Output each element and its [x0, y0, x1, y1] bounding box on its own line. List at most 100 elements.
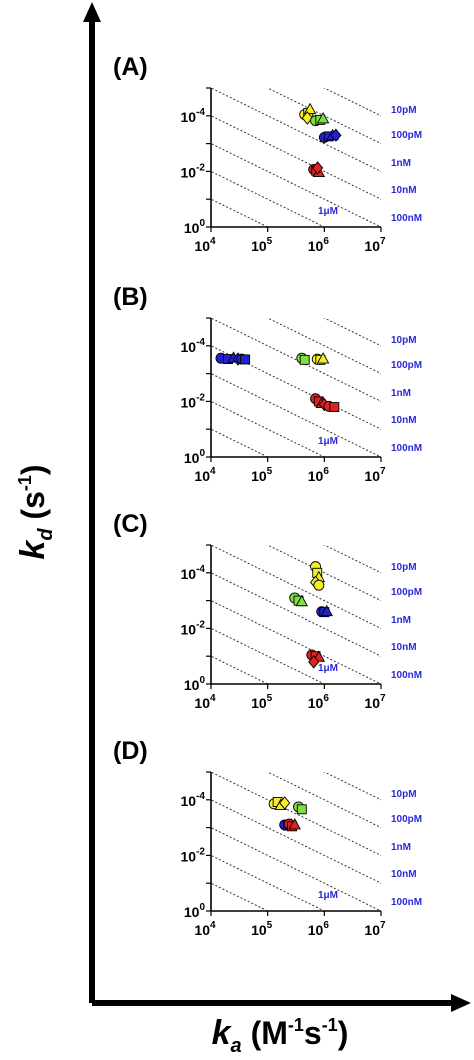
- y-tick-label: 10-2: [181, 846, 206, 864]
- isoaffinity-line: [323, 88, 381, 117]
- y-tick-label: 10-4: [181, 791, 206, 809]
- y-tick-label: 10-4: [181, 337, 206, 355]
- x-tick-label: 105: [251, 236, 273, 254]
- series-yellow: [311, 352, 330, 365]
- series-green: [293, 801, 307, 815]
- series-red: [308, 161, 326, 178]
- x-tick-label: 105: [251, 693, 273, 711]
- x-tick-label: 106: [308, 466, 330, 484]
- isoaffinity-line: [266, 772, 381, 829]
- series-red: [306, 649, 326, 669]
- x-tick-label: 107: [364, 466, 386, 484]
- y-tick-label: 100: [184, 675, 206, 693]
- isoaffinity-line: [266, 318, 381, 375]
- x-tick-label: 106: [308, 236, 330, 254]
- x-tick-label: 105: [251, 920, 273, 938]
- series-red: [283, 817, 301, 832]
- data-point-blue: [240, 354, 251, 365]
- data-point-red: [288, 817, 301, 830]
- outer-axes: [83, 2, 471, 1012]
- panel-label: (C): [113, 510, 148, 538]
- isoaffinity-line: [211, 88, 381, 172]
- isoaffinity-label: 10pM: [391, 105, 417, 116]
- isoaffinity-label: 100pM: [391, 130, 422, 141]
- isoaffinity-line: [211, 143, 381, 227]
- x-axis-arrowhead: [451, 994, 471, 1012]
- y-tick-label: 100: [184, 902, 206, 920]
- data-point-yellow: [279, 796, 291, 810]
- series-red: [310, 393, 340, 413]
- isoaffinity-line: [266, 88, 381, 145]
- isoaffinity-line: [211, 115, 381, 200]
- isoaffinity-label: 100pM: [391, 587, 422, 598]
- data-point-green: [299, 354, 310, 365]
- isoaffinity-label: 10nM: [391, 185, 417, 196]
- isoaffinity-lines: [211, 545, 381, 684]
- isoaffinity-label: 1μM: [318, 436, 338, 447]
- isoaffinity-label: 10nM: [391, 869, 417, 880]
- isoaffinity-label: 1nM: [391, 615, 411, 626]
- isoaffinity-line: [211, 318, 381, 402]
- isoaffinity-label: 1nM: [391, 158, 411, 169]
- isoaffinity-label: 100nM: [391, 213, 422, 224]
- data-point-blue: [320, 604, 333, 617]
- isoaffinity-label: 1μM: [318, 663, 338, 674]
- isoaffinity-line: [211, 772, 381, 856]
- isoaffinity-line: [211, 545, 381, 629]
- isoaffinity-line: [211, 827, 381, 911]
- data-point-yellow: [313, 579, 325, 591]
- data-point-red: [308, 655, 320, 669]
- x-tick-label: 104: [194, 466, 216, 484]
- x-tick-label: 107: [364, 693, 386, 711]
- isoaffinity-lines: [211, 772, 381, 911]
- series-yellow: [268, 796, 291, 810]
- series-green: [296, 352, 310, 365]
- x-tick-label: 107: [364, 920, 386, 938]
- y-axis-title: kd (s-1): [14, 464, 57, 559]
- isoaffinity-label: 100pM: [391, 360, 422, 371]
- isoaffinity-line: [211, 170, 326, 227]
- isoaffinity-label: 1nM: [391, 388, 411, 399]
- x-tick-label: 106: [308, 693, 330, 711]
- series-blue: [215, 351, 251, 366]
- isoaffinity-line: [211, 854, 326, 911]
- panel-label: (D): [113, 737, 148, 765]
- series-green: [310, 112, 330, 127]
- data-point-yellow: [316, 352, 330, 364]
- data-point-blue: [330, 128, 342, 142]
- data-point-green: [296, 804, 307, 815]
- y-tick-label: 100: [184, 218, 206, 236]
- x-tick-label: 106: [308, 920, 330, 938]
- isoaffinity-label: 100nM: [391, 897, 422, 908]
- x-tick-label: 104: [194, 236, 216, 254]
- x-axis-title: ka (M-1s-1): [212, 1014, 349, 1057]
- isoaffinity-label: 10nM: [391, 415, 417, 426]
- data-point-yellow: [301, 111, 313, 125]
- x-tick-label: 105: [251, 466, 273, 484]
- series-blue: [316, 604, 333, 618]
- isoaffinity-line: [266, 545, 381, 602]
- series-green: [289, 592, 309, 607]
- isoaffinity-label: 1μM: [318, 206, 338, 217]
- isoaffinity-label: 10pM: [391, 335, 417, 346]
- isoaffinity-label: 10pM: [391, 562, 417, 573]
- y-tick-label: 10-4: [181, 107, 206, 125]
- y-tick-label: 10-2: [181, 619, 206, 637]
- data-point-red: [311, 161, 324, 175]
- isoaffinity-label: 100nM: [391, 670, 422, 681]
- isoaffinity-line: [211, 345, 381, 430]
- isoaffinity-line: [323, 318, 381, 347]
- data-point-green: [316, 112, 330, 124]
- isoaffinity-line: [211, 600, 381, 684]
- isoaffinity-line: [211, 627, 326, 684]
- isoaffinity-line: [211, 799, 381, 884]
- isoaffinity-label: 10pM: [391, 789, 417, 800]
- isoaffinity-line: [211, 373, 381, 457]
- y-axis-arrowhead: [83, 2, 101, 22]
- x-tick-label: 104: [194, 693, 216, 711]
- panel-label: (A): [113, 53, 148, 81]
